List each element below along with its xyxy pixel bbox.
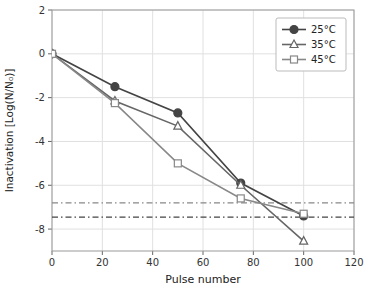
x-axis-label: Pulse number [165,273,241,286]
series-line [52,54,304,214]
series [52,50,308,220]
point [174,160,181,167]
legend-marker [290,40,298,48]
series-line [52,54,304,241]
point [237,195,244,202]
tick [48,97,52,98]
tick-label: 2 [39,5,45,16]
grid-line [152,10,153,251]
reference-line [52,202,354,203]
legend-marker [290,26,298,34]
tick-label: 100 [294,257,313,268]
legend: 25°C 35°C 45°C [276,18,346,71]
tick-label: 0 [49,257,55,268]
tick-label: -6 [35,180,45,191]
legend-label: 45°C [311,54,336,65]
axes: 0 20 40 60 80 100 120 -8 -6 -4 -2 0 2 [35,5,364,269]
tick [354,251,355,255]
legend-marker [291,56,298,63]
tick-label: -4 [35,136,45,147]
tick-label: -8 [35,224,45,235]
legend-label: 25°C [311,24,336,35]
point [300,237,308,245]
grid-line [102,10,103,251]
tick [48,141,52,142]
point [174,109,182,117]
point [52,50,56,58]
tick-label: -2 [35,92,45,103]
tick-label: 0 [39,48,45,59]
tick-label: 40 [146,257,159,268]
point [111,100,118,107]
tick-label: 20 [96,257,109,268]
series [52,49,308,244]
tick [102,251,103,255]
tick [303,251,304,255]
tick-label: 80 [247,257,260,268]
y-axis-label: Inactivation [Log(N/N₀)] [3,69,15,193]
point [237,181,245,189]
point [52,49,56,57]
grid-line [52,97,354,98]
legend-box [276,18,346,71]
series-line [52,54,304,216]
tick-label: 60 [197,257,210,268]
point [174,122,182,130]
reference-line [52,216,354,217]
point [300,210,307,217]
plot-area [52,49,354,244]
point [52,50,56,57]
tick [52,251,53,255]
chart: 0 20 40 60 80 100 120 -8 -6 -4 -2 0 2 Pulse number Ina… [0,0,366,289]
tick [48,229,52,230]
tick [203,251,204,255]
tick [48,10,52,11]
grid-line [253,10,254,251]
background [0,0,366,289]
tick [48,185,52,186]
plot-frame [52,10,354,251]
grid-line [52,229,354,230]
tick [48,53,52,54]
tick [152,251,153,255]
grid-line [203,10,204,251]
point [111,83,119,91]
legend-label: 35°C [311,39,336,50]
tick-label: 120 [344,257,363,268]
grid-line [52,185,354,186]
tick [253,251,254,255]
series [52,50,307,217]
grid [52,10,354,251]
